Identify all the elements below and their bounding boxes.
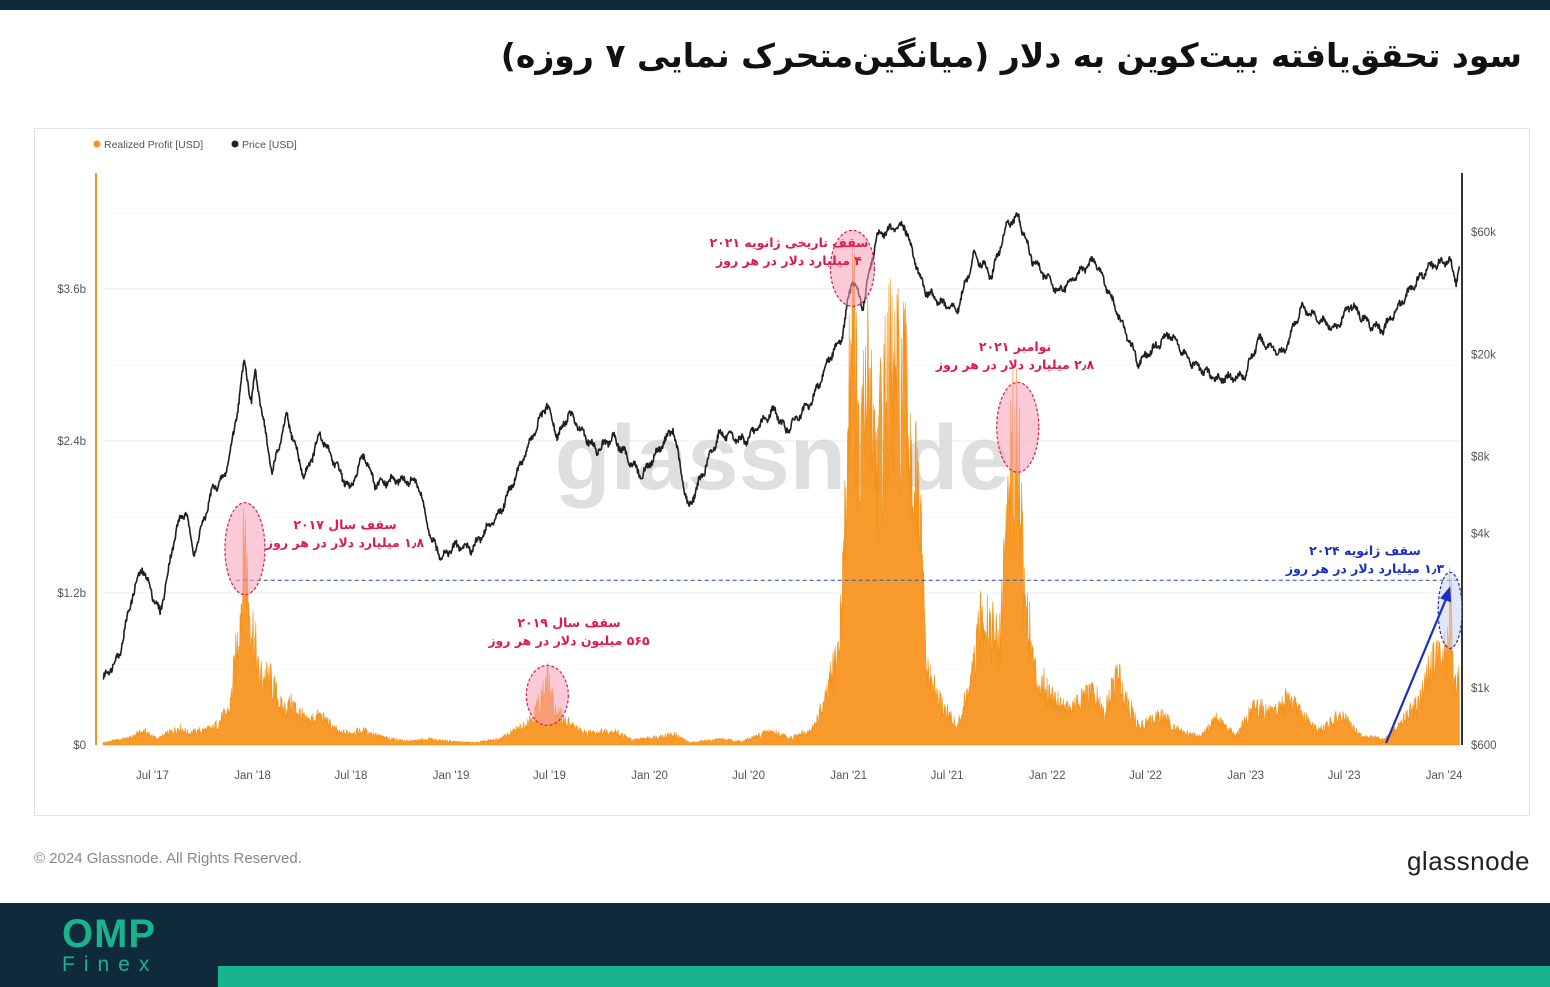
x-tick-label: Jan '24: [1426, 770, 1463, 782]
y-right-tick-label: $4k: [1471, 529, 1490, 541]
x-tick-label: Jul '20: [732, 770, 765, 782]
series-realized-profit-area: [102, 243, 1460, 746]
x-tick-label: Jul '19: [533, 770, 566, 782]
y-right-tick-label: $8k: [1471, 451, 1490, 463]
legend-marker: [93, 140, 101, 148]
x-tick-label: Jan '19: [433, 770, 470, 782]
annotation-jan-2024-peak-text: ۱٫۳ میلیارد دلار در هر روز: [1285, 561, 1445, 576]
copyright-text: © 2024 Glassnode. All Rights Reserved.: [34, 850, 302, 867]
finex-logo-text: Finex: [62, 953, 159, 976]
y-right-tick-label: $60k: [1471, 227, 1496, 239]
x-tick-label: Jan '23: [1227, 770, 1264, 782]
annotation-2019-peak-text: سقف سال ۲۰۱۹: [517, 615, 620, 630]
x-tick-label: Jan '20: [631, 770, 668, 782]
annotation-jan-2024-peak-text: سقف ژانویه ۲۰۲۴: [1309, 543, 1421, 558]
annotation-2017-peak-highlight: [224, 502, 266, 596]
page-title: سود تحقق‌یافته بیت‌کوین به دلار (میانگین…: [500, 36, 1522, 75]
series-price-line: [102, 212, 1461, 680]
annotation-nov-2021-peak-text: نوامبر ۲۰۲۱: [979, 339, 1051, 354]
x-tick-label: Jan '18: [234, 770, 271, 782]
y-left-tick-label: $1.2b: [57, 588, 86, 600]
y-right-tick-label: $600: [1471, 740, 1497, 752]
y-right-tick-label: $20k: [1471, 349, 1496, 361]
x-tick-label: Jul '22: [1129, 770, 1162, 782]
legend-marker: [231, 140, 239, 148]
annotation-jan-2024-peak-highlight: [1437, 571, 1463, 649]
glassnode-brand-logo: glassnode: [1406, 846, 1530, 876]
x-tick-label: Jul '18: [335, 770, 368, 782]
annotation-nov-2021-peak-highlight: [996, 381, 1040, 473]
arrow-to-2024-peak: [1385, 595, 1449, 744]
annotation-jan-2021-peak-text: ۴ میلیارد دلار در هر روز: [715, 253, 862, 268]
annotation-2017-peak-text: ۱٫۸ میلیارد دلار در هر روز: [265, 535, 425, 550]
annotation-nov-2021-peak-text: ۲٫۸ میلیارد دلار در هر روز: [935, 357, 1095, 372]
x-tick-label: Jul '23: [1328, 770, 1361, 782]
y-right-tick-label: $1k: [1471, 683, 1490, 695]
annotation-jan-2021-peak-text: سقف تاریخی ژانویه ۲۰۲۱: [710, 235, 869, 250]
arrow-head-icon: [1440, 586, 1452, 603]
footer-accent-stripe: [218, 966, 1550, 987]
x-tick-label: Jan '21: [830, 770, 867, 782]
x-tick-label: Jan '22: [1029, 770, 1066, 782]
y-left-tick-label: $3.6b: [57, 284, 86, 296]
annotation-2019-peak-highlight: [525, 664, 569, 727]
y-left-tick-label: $0: [73, 740, 86, 752]
chart-card: glassnode Realized Profit [USD] Price [USD…: [34, 128, 1530, 816]
x-tick-label: Jul '21: [931, 770, 964, 782]
legend-label: Realized Profit [USD]: [104, 139, 203, 151]
x-tick-label: Jul '17: [136, 770, 169, 782]
annotation-2019-peak-text: ۵۶۵ میلیون دلار در هر روز: [487, 633, 650, 648]
annotation-jan-2021-peak-highlight: [829, 229, 876, 307]
legend-label: Price [USD]: [242, 139, 297, 151]
omp-logo: OMP: [62, 912, 157, 956]
y-left-tick-label: $2.4b: [57, 436, 86, 448]
top-bar: [0, 0, 1550, 10]
annotation-2017-peak-text: سقف سال ۲۰۱۷: [293, 517, 396, 532]
